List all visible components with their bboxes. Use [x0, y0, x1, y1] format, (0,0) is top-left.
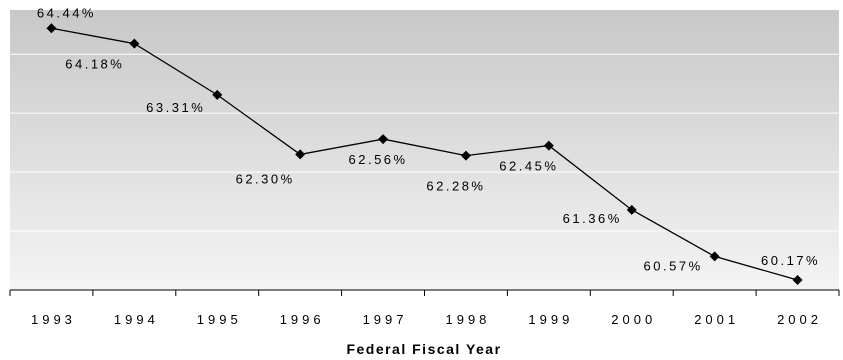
series-line: [51, 27, 798, 281]
data-label: 60.17%: [761, 253, 820, 268]
data-label: 64.44%: [37, 5, 96, 20]
data-point-markers: [46, 23, 803, 285]
x-tick-label: 1995: [197, 312, 242, 327]
x-axis-tick-labels: 1993 1994 1995 1996 1997 1998 1999 2000 2001 2002: [31, 312, 822, 327]
plot-area: [10, 10, 839, 290]
data-point-marker: [626, 204, 637, 215]
data-label: 60.57%: [644, 258, 703, 273]
data-label: 62.56%: [349, 152, 408, 167]
data-labels: 64.44% 64.18% 63.31% 62.30% 62.56% 62.28% 62.4…: [37, 5, 820, 273]
data-point-marker: [295, 149, 306, 160]
data-label: 61.36%: [563, 211, 622, 226]
data-point-marker: [460, 150, 471, 161]
x-tick-label: 2001: [694, 312, 739, 327]
data-label: 64.18%: [65, 57, 124, 72]
data-point-marker: [212, 89, 223, 100]
x-axis-title: Federal Fiscal Year: [346, 341, 501, 357]
x-tick-label: 2000: [611, 312, 656, 327]
x-tick-label: 1996: [280, 312, 325, 327]
data-point-marker: [129, 38, 140, 49]
x-tick-label: 1994: [114, 312, 159, 327]
data-label: 62.28%: [426, 179, 485, 194]
gridlines: [10, 53, 839, 232]
data-point-marker: [378, 134, 389, 145]
x-tick-label: 1993: [31, 312, 76, 327]
x-tick-label: 1999: [528, 312, 573, 327]
data-label: 63.31%: [146, 100, 205, 115]
x-tick-label: 1997: [363, 312, 408, 327]
x-tick-label: 2002: [777, 312, 822, 327]
data-point-marker: [46, 23, 57, 34]
x-tick-label: 1998: [445, 312, 490, 327]
data-label: 62.30%: [236, 171, 295, 186]
data-point-marker: [792, 274, 803, 285]
data-label: 62.45%: [499, 159, 558, 174]
data-point-marker: [543, 140, 554, 151]
x-axis-ticks: [9, 290, 840, 296]
data-point-marker: [709, 251, 720, 262]
